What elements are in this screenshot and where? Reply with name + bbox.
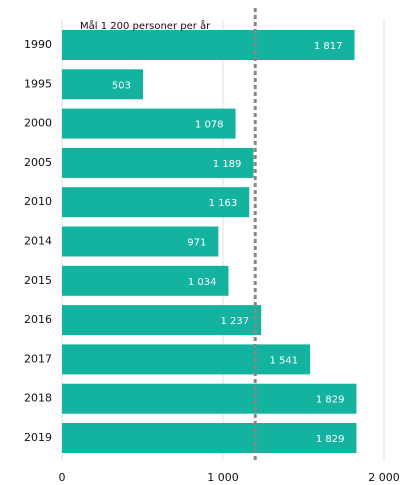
y-tick-label: 2018 <box>24 392 52 405</box>
y-tick-label: 2005 <box>24 156 52 169</box>
value-label: 1 237 <box>221 316 250 327</box>
x-tick-label: 2 000 <box>368 471 400 484</box>
target-label: Mål 1 200 personer per år <box>80 19 211 32</box>
value-label: 971 <box>187 238 206 249</box>
value-label: 1 189 <box>213 159 242 170</box>
bar <box>62 383 357 414</box>
y-tick-label: 2015 <box>24 274 52 287</box>
y-tick-label: 2016 <box>24 313 52 326</box>
value-label: 1 817 <box>314 41 343 52</box>
bar <box>62 147 254 178</box>
x-tick-label: 1 000 <box>207 471 239 484</box>
value-label: 1 163 <box>209 198 238 209</box>
y-tick-label: 2017 <box>24 352 52 365</box>
bar <box>62 344 311 375</box>
bar <box>62 187 250 218</box>
y-tick-label: 1990 <box>24 38 52 51</box>
y-tick-label: 2000 <box>24 117 52 130</box>
value-label: 503 <box>112 80 131 91</box>
y-tick-label: 2010 <box>24 195 52 208</box>
y-tick-label: 1995 <box>24 77 52 90</box>
bar <box>62 226 219 257</box>
value-label: 1 829 <box>316 434 345 445</box>
value-label: 1 034 <box>188 277 217 288</box>
value-label: 1 829 <box>316 395 345 406</box>
y-tick-label: 2014 <box>24 235 52 248</box>
bar <box>62 30 355 60</box>
value-label: 1 078 <box>195 120 224 131</box>
bar <box>62 265 229 296</box>
bar <box>62 305 262 336</box>
bar <box>62 108 236 139</box>
value-label: 1 541 <box>269 355 298 366</box>
x-tick-label: 0 <box>59 471 66 484</box>
y-tick-label: 2019 <box>24 431 52 444</box>
bar <box>62 423 357 453</box>
bar <box>62 69 143 100</box>
